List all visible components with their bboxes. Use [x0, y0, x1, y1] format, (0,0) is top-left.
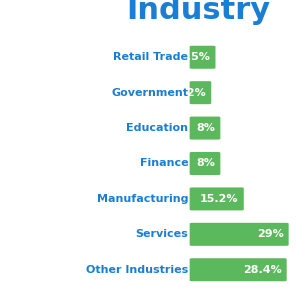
FancyBboxPatch shape [190, 46, 215, 69]
FancyBboxPatch shape [190, 258, 287, 281]
FancyBboxPatch shape [190, 117, 220, 140]
FancyBboxPatch shape [190, 152, 220, 175]
Text: Industry: Industry [126, 0, 270, 26]
Text: Education: Education [126, 123, 188, 133]
Text: 29%: 29% [257, 229, 284, 239]
Text: 5.2%: 5.2% [175, 88, 206, 98]
Text: 8%: 8% [196, 158, 215, 169]
Text: 8%: 8% [196, 123, 215, 133]
Text: Government: Government [111, 88, 188, 98]
Text: 15.2%: 15.2% [200, 194, 239, 204]
Text: Other Industries: Other Industries [86, 265, 188, 275]
FancyBboxPatch shape [190, 223, 289, 246]
Text: 28.4%: 28.4% [243, 265, 281, 275]
FancyBboxPatch shape [190, 188, 244, 210]
Text: Retail Trade: Retail Trade [113, 52, 188, 62]
Text: Finance: Finance [140, 158, 188, 169]
Text: 6.5%: 6.5% [179, 52, 210, 62]
Text: Manufacturing: Manufacturing [97, 194, 188, 204]
FancyBboxPatch shape [190, 81, 211, 104]
Text: Services: Services [136, 229, 188, 239]
